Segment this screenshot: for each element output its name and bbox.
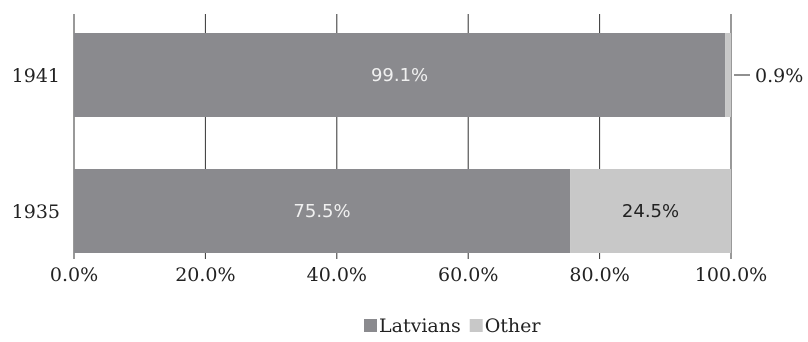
bar-1941-other bbox=[725, 33, 731, 117]
legend-label-other: Other bbox=[485, 315, 542, 337]
x-tick-label-5: 100.0% bbox=[695, 264, 767, 286]
legend-label-latvians: Latvians bbox=[379, 315, 461, 337]
x-tick-label-2: 40.0% bbox=[307, 264, 367, 286]
legend-swatch-latvians bbox=[364, 319, 377, 332]
callout-label-1941-other: 0.9% bbox=[755, 65, 803, 87]
x-tick-label-0: 0.0% bbox=[50, 264, 98, 286]
legend-swatch-other bbox=[469, 319, 483, 332]
bar-1935-other bbox=[570, 169, 731, 253]
bar-1941-latvians bbox=[74, 33, 726, 117]
category-label-1941: 1941 bbox=[12, 65, 60, 87]
category-label-1935: 1935 bbox=[12, 201, 60, 223]
bar-1935-latvians bbox=[74, 169, 571, 253]
data-label-1935-latvians: 75.5% bbox=[293, 201, 350, 222]
data-label-1941-latvians: 99.1% bbox=[371, 65, 428, 86]
data-label-1935-other: 24.5% bbox=[622, 201, 679, 222]
x-tick-label-3: 60.0% bbox=[438, 264, 498, 286]
x-tick-label-1: 20.0% bbox=[175, 264, 235, 286]
x-tick-label-4: 80.0% bbox=[569, 264, 629, 286]
